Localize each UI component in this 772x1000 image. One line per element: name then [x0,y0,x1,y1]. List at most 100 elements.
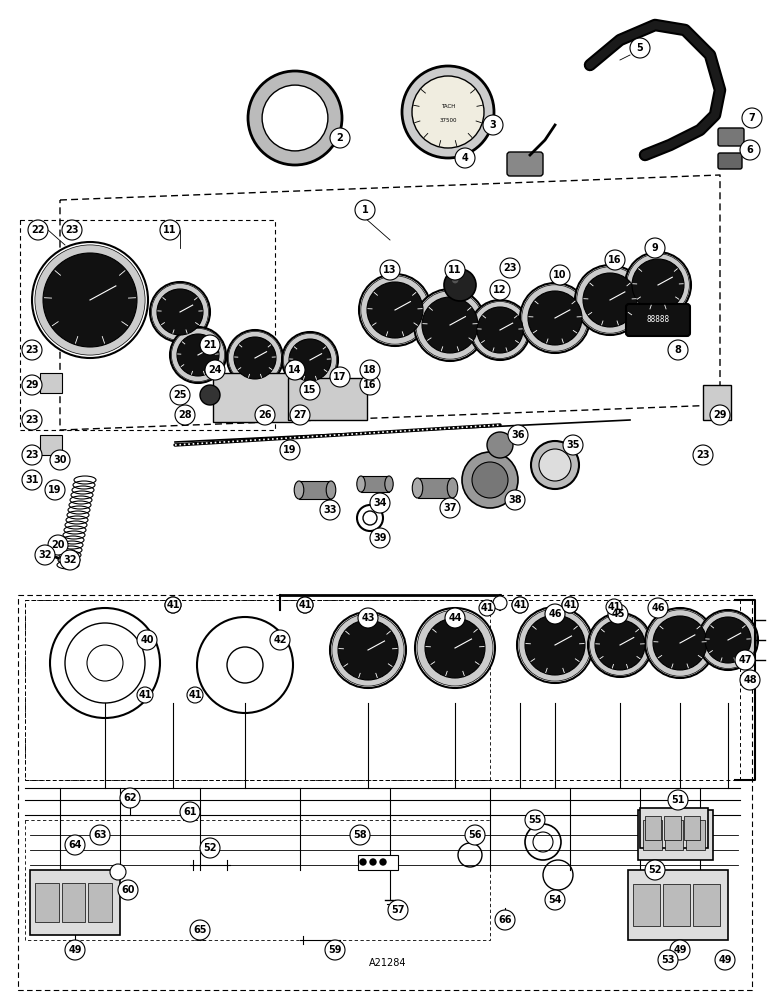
Circle shape [22,410,42,430]
Text: 3: 3 [489,120,496,130]
Circle shape [740,140,760,160]
Circle shape [370,528,390,548]
Circle shape [632,259,684,311]
Circle shape [512,597,528,613]
Text: 30: 30 [53,455,66,465]
Text: 19: 19 [283,445,296,455]
Circle shape [137,630,157,650]
Circle shape [735,650,755,670]
Circle shape [180,802,200,822]
Text: 41: 41 [298,600,312,610]
Text: 44: 44 [449,613,462,623]
Circle shape [360,360,380,380]
Circle shape [715,950,735,970]
Circle shape [519,609,591,681]
Bar [361,476,389,492]
Text: 23: 23 [25,450,39,460]
Bar [299,481,331,499]
Circle shape [234,337,276,379]
Circle shape [550,265,570,285]
Circle shape [285,360,305,380]
Text: 55: 55 [528,815,542,825]
Circle shape [472,302,529,359]
FancyBboxPatch shape [507,152,543,176]
Circle shape [508,425,528,445]
Bar [30,870,120,935]
Bar [62,883,86,922]
Text: 47: 47 [738,655,752,665]
Circle shape [412,76,484,148]
Text: 27: 27 [293,410,306,420]
Circle shape [517,607,593,683]
Circle shape [60,550,80,570]
Circle shape [110,864,126,880]
Circle shape [444,269,476,301]
Circle shape [380,859,386,865]
Text: 35: 35 [566,440,580,450]
Circle shape [670,940,690,960]
Ellipse shape [384,476,393,492]
Text: 32: 32 [39,550,52,560]
Circle shape [742,108,762,128]
Bar [643,820,662,850]
Circle shape [531,441,579,489]
Bar [686,820,705,850]
Text: 22: 22 [31,225,45,235]
Circle shape [658,950,678,970]
Circle shape [645,238,665,258]
Circle shape [493,596,507,610]
Circle shape [332,614,404,686]
Circle shape [608,604,628,624]
Circle shape [479,600,495,616]
Text: 25: 25 [173,390,187,400]
Text: TACH: TACH [441,104,455,109]
Circle shape [65,835,85,855]
Bar [418,478,452,498]
Circle shape [465,825,485,845]
Text: 41: 41 [480,603,494,613]
Circle shape [740,670,760,690]
Circle shape [255,405,275,425]
Circle shape [325,940,345,960]
Circle shape [205,360,225,380]
Text: 41: 41 [188,690,201,700]
FancyBboxPatch shape [288,378,367,420]
Circle shape [361,276,429,344]
Circle shape [539,449,571,481]
Text: 57: 57 [391,905,405,915]
Text: 52: 52 [648,865,662,875]
Circle shape [512,597,528,613]
Circle shape [280,440,300,460]
Text: 45: 45 [611,609,625,619]
Text: 23: 23 [25,345,39,355]
Circle shape [380,260,400,280]
Circle shape [462,452,518,508]
Ellipse shape [412,478,423,498]
Circle shape [330,612,406,688]
Circle shape [165,597,181,613]
Circle shape [668,790,688,810]
Text: 4: 4 [462,153,469,163]
Circle shape [627,254,689,316]
Text: 66: 66 [498,915,512,925]
Text: 46: 46 [652,603,665,613]
Circle shape [645,860,665,880]
Circle shape [43,253,137,347]
Text: 43: 43 [361,613,374,623]
Text: 49: 49 [673,945,687,955]
Circle shape [270,630,290,650]
Circle shape [710,405,730,425]
Text: 23: 23 [503,263,516,273]
Circle shape [416,291,484,359]
Circle shape [28,220,48,240]
Circle shape [151,284,208,340]
Text: 13: 13 [383,265,397,275]
Bar [40,373,62,393]
Circle shape [338,620,398,680]
Circle shape [645,608,715,678]
Bar [40,435,62,455]
Text: 39: 39 [373,533,387,543]
Text: 41: 41 [513,600,527,610]
Bar [663,884,690,926]
Text: 63: 63 [93,830,107,840]
